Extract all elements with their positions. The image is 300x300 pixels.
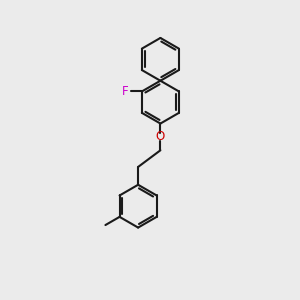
Text: F: F <box>122 85 128 98</box>
Text: O: O <box>156 130 165 143</box>
